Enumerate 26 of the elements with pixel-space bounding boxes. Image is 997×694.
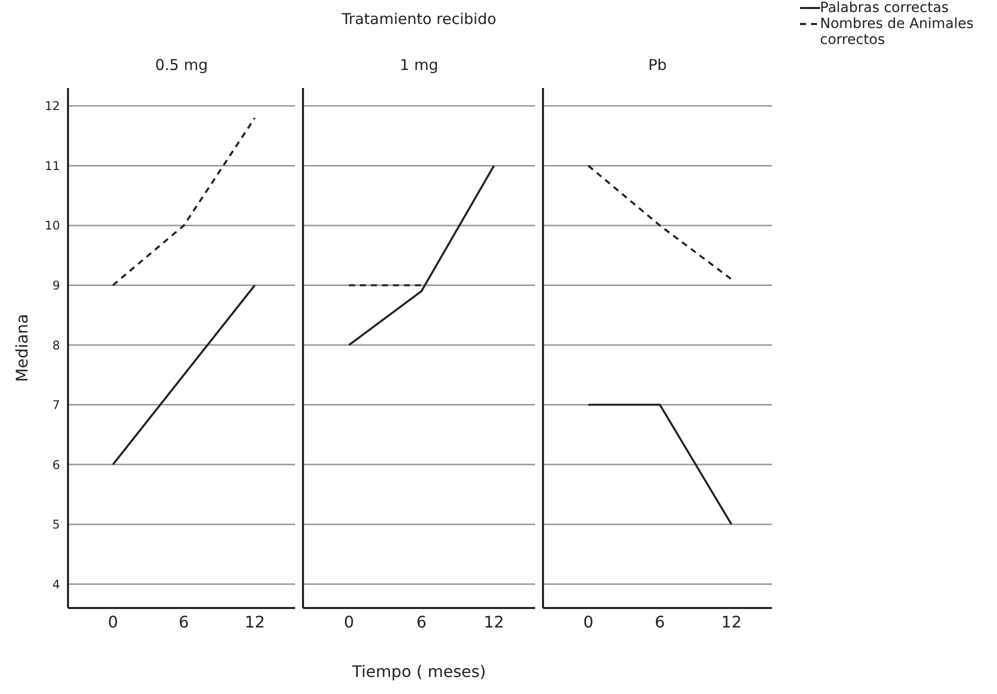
chart-subtitle: 1 mg <box>398 56 440 74</box>
y-tick-label: 12 <box>44 99 60 114</box>
y-axis-title: Mediana <box>12 314 32 382</box>
x-tick-label: 6 <box>178 612 189 632</box>
y-tick-label: 10 <box>44 218 60 233</box>
y-tick-label: 6 <box>52 458 60 472</box>
y-tick-label: 5 <box>52 518 60 532</box>
x-axis-title: Tiempo ( meses) <box>351 662 487 681</box>
x-tick-label: 6 <box>416 612 427 632</box>
legend-label: Nombres de Animales correctos <box>820 16 975 48</box>
x-tick-label: 12 <box>244 612 265 632</box>
chart-subtitle: 0.5 mg <box>154 56 209 74</box>
y-tick-label: 7 <box>52 398 60 412</box>
x-tick-label: 12 <box>484 612 504 632</box>
y-tick-label: 4 <box>52 577 60 592</box>
y-tick-label: 8 <box>52 338 60 352</box>
x-tick-label: 12 <box>721 612 742 632</box>
x-tick-label: 0 <box>583 612 594 632</box>
x-tick-label: 0 <box>344 612 354 632</box>
y-tick-label: 11 <box>44 158 60 173</box>
chart-title: Tratamiento recibido <box>340 10 498 28</box>
chart-subtitle: Pb <box>647 56 668 74</box>
x-tick-label: 0 <box>108 612 118 632</box>
y-tick-label: 9 <box>52 278 60 292</box>
x-tick-label: 6 <box>654 612 665 632</box>
legend-label: Palabras correctas <box>820 0 950 16</box>
